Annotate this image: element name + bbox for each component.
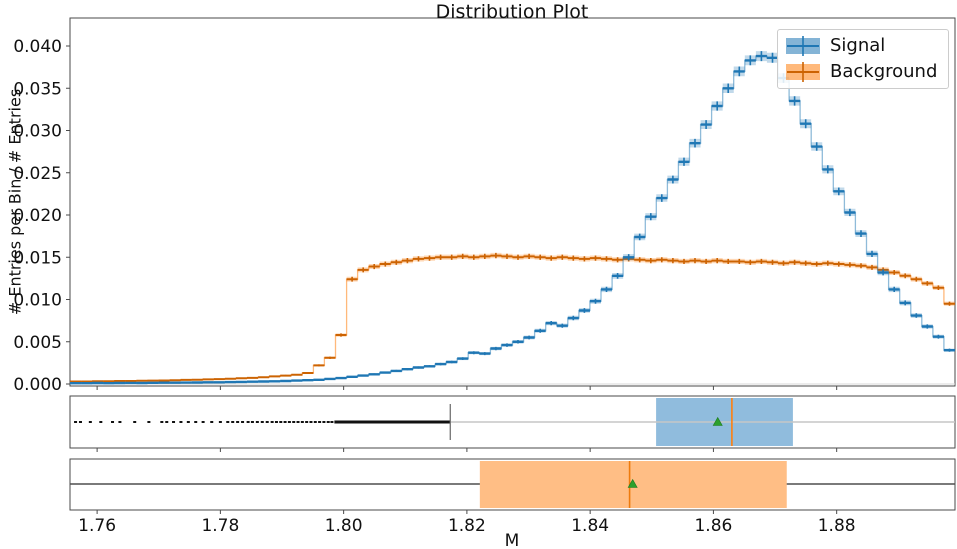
- x-tick-label: 1.88: [818, 516, 856, 536]
- y-tick-label: 0.040: [13, 37, 62, 57]
- x-tick-label: 1.86: [694, 516, 732, 536]
- legend-item-background: Background: [786, 61, 940, 83]
- background-histogram: [70, 252, 955, 383]
- axis-ticks: 1.76 1.78 1.80 1.82 1.84 1.86 1.88 0.000 0.005 0.…: [13, 37, 855, 536]
- signal-histogram: [70, 51, 955, 385]
- legend-label-signal: Signal: [830, 35, 886, 56]
- x-tick-label: 1.80: [325, 516, 363, 536]
- y-tick-label: 0.015: [13, 248, 62, 268]
- y-axis-label: # Entries per Bin / # Entries: [5, 88, 25, 316]
- signal-boxplot: [74, 398, 955, 446]
- legend-label-background: Background: [830, 61, 938, 82]
- x-tick-label: 1.76: [78, 516, 116, 536]
- legend: Signal Background: [777, 29, 949, 89]
- y-tick-label: 0.010: [13, 291, 62, 311]
- y-tick-label: 0.020: [13, 206, 62, 226]
- plot-title: Distribution Plot: [435, 1, 589, 23]
- x-tick-label: 1.84: [571, 516, 609, 536]
- background-legend-marker-icon: [786, 62, 820, 82]
- x-axis-label: M: [504, 531, 520, 549]
- signal-legend-marker-icon: [786, 36, 820, 56]
- background-boxplot: [70, 461, 955, 508]
- y-tick-label: 0.030: [13, 122, 62, 142]
- y-tick-label: 0.000: [13, 375, 62, 395]
- y-tick-label: 0.005: [13, 333, 62, 353]
- y-tick-label: 0.035: [13, 79, 62, 99]
- legend-item-signal: Signal: [786, 35, 940, 57]
- y-tick-label: 0.025: [13, 164, 62, 184]
- x-tick-label: 1.78: [201, 516, 239, 536]
- x-tick-label: 1.82: [448, 516, 486, 536]
